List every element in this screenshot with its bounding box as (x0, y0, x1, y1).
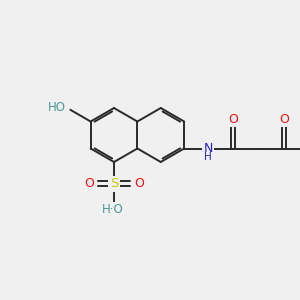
Text: N: N (203, 142, 213, 155)
Text: O: O (228, 113, 238, 126)
Text: H: H (204, 152, 212, 162)
Text: HO: HO (48, 101, 66, 114)
Text: O: O (84, 177, 94, 190)
Text: S: S (110, 177, 118, 190)
Text: O: O (134, 177, 144, 190)
Text: O: O (279, 113, 289, 126)
Text: H·O: H·O (102, 203, 123, 216)
